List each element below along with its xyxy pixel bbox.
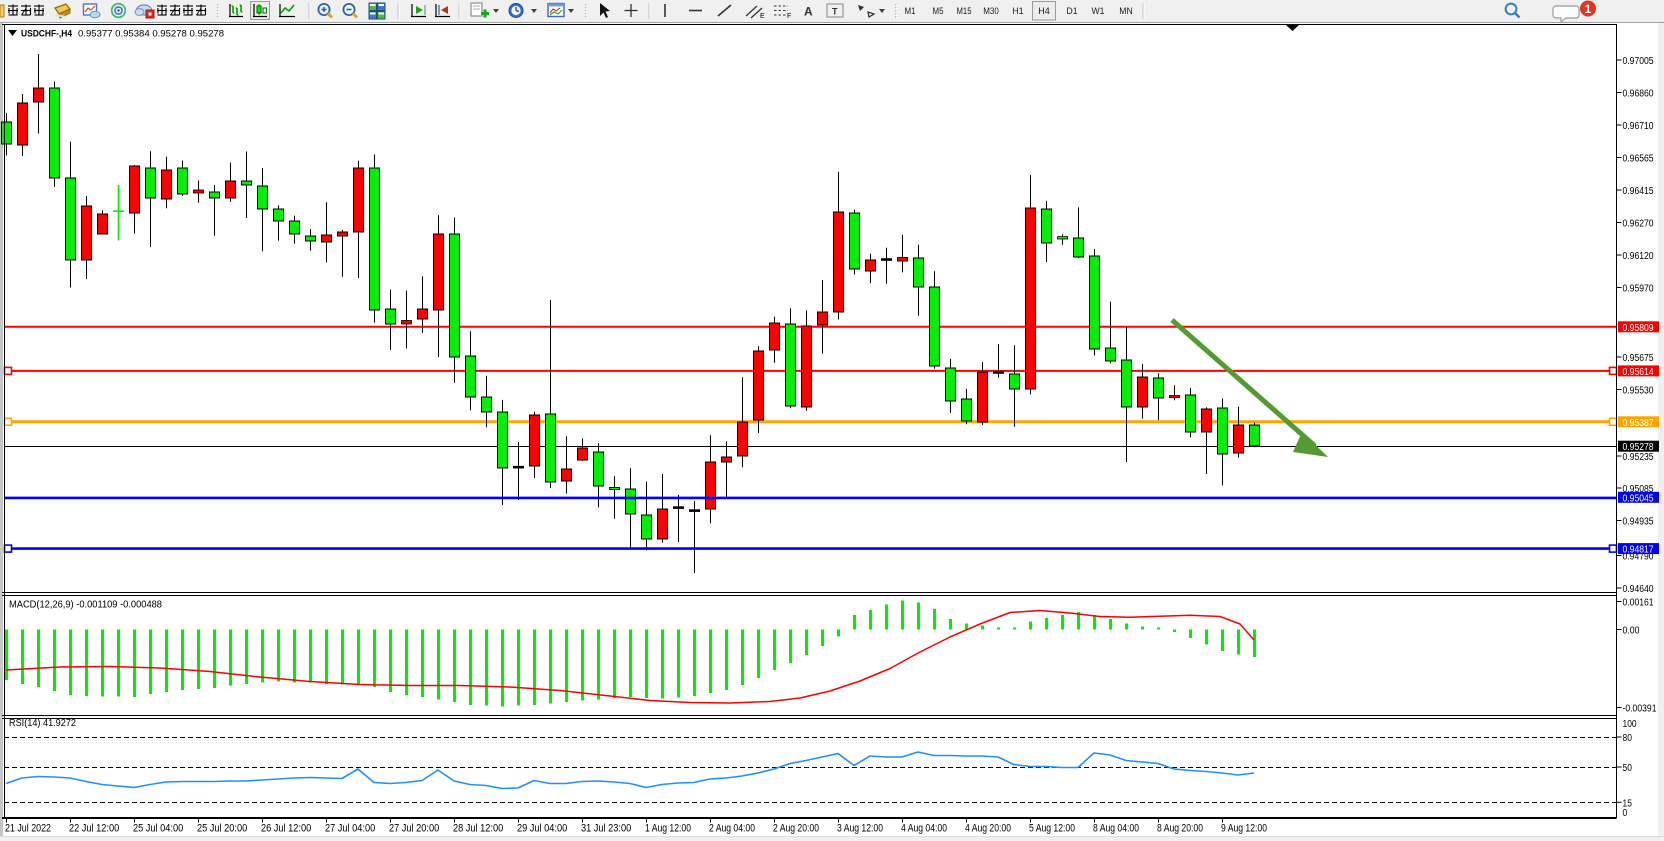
svg-text:0.95387: 0.95387	[1623, 418, 1654, 429]
svg-text:0.95970: 0.95970	[1623, 284, 1654, 295]
svg-text:0.96710: 0.96710	[1623, 121, 1654, 132]
svg-text:0: 0	[1623, 808, 1628, 819]
svg-text:0.96120: 0.96120	[1623, 251, 1654, 262]
svg-text:27 Jul 04:00: 27 Jul 04:00	[325, 823, 375, 835]
svg-text:M1: M1	[905, 6, 916, 17]
svg-text:3 Aug 12:00: 3 Aug 12:00	[837, 823, 883, 835]
svg-text:0.95085: 0.95085	[1623, 484, 1654, 495]
svg-text:USDCHF-,H4: USDCHF-,H4	[21, 29, 73, 40]
svg-text:5 Aug 12:00: 5 Aug 12:00	[1029, 823, 1075, 835]
svg-text:0.00: 0.00	[1623, 626, 1640, 637]
svg-text:29 Jul 04:00: 29 Jul 04:00	[517, 823, 567, 835]
svg-text:0.96860: 0.96860	[1623, 89, 1654, 100]
svg-text:21 Jul 2022: 21 Jul 2022	[5, 823, 51, 835]
svg-text:-0.00391: -0.00391	[1623, 704, 1657, 715]
svg-text:2 Aug 20:00: 2 Aug 20:00	[773, 823, 819, 835]
svg-text:M15: M15	[957, 6, 972, 17]
svg-text:T: T	[832, 7, 838, 17]
svg-text:25 Jul 04:00: 25 Jul 04:00	[133, 823, 183, 835]
svg-text:0.94935: 0.94935	[1623, 517, 1654, 528]
svg-text:0.95809: 0.95809	[1623, 323, 1654, 334]
svg-text:2 Aug 04:00: 2 Aug 04:00	[709, 823, 755, 835]
svg-text:F: F	[787, 13, 791, 20]
svg-text:26 Jul 12:00: 26 Jul 12:00	[261, 823, 311, 835]
svg-text:0.00161: 0.00161	[1623, 598, 1654, 609]
svg-text:0.95675: 0.95675	[1623, 353, 1654, 364]
svg-text:0.97005: 0.97005	[1623, 56, 1654, 67]
svg-text:0.95377 0.95384 0.95278 0.9527: 0.95377 0.95384 0.95278 0.95278	[78, 29, 224, 40]
svg-text:15: 15	[1623, 798, 1633, 809]
svg-text:4 Aug 04:00: 4 Aug 04:00	[901, 823, 947, 835]
svg-text:1: 1	[1585, 2, 1592, 16]
svg-text:H4: H4	[1038, 6, 1050, 17]
svg-text:M5: M5	[933, 6, 944, 17]
svg-text:27 Jul 20:00: 27 Jul 20:00	[389, 823, 439, 835]
svg-text:E: E	[760, 13, 765, 20]
svg-text:MACD(12,26,9) -0.001109 -0.000: MACD(12,26,9) -0.001109 -0.000488	[9, 600, 162, 611]
svg-text:H1: H1	[1013, 6, 1024, 17]
svg-text:4 Aug 20:00: 4 Aug 20:00	[965, 823, 1011, 835]
svg-text:31 Jul 23:00: 31 Jul 23:00	[581, 823, 631, 835]
svg-text:9 Aug 12:00: 9 Aug 12:00	[1221, 823, 1267, 835]
svg-text:0.95278: 0.95278	[1623, 442, 1654, 453]
svg-text:0.94640: 0.94640	[1623, 584, 1654, 595]
svg-text:50: 50	[1623, 763, 1633, 774]
svg-text:8 Aug 20:00: 8 Aug 20:00	[1157, 823, 1203, 835]
svg-text:22 Jul 12:00: 22 Jul 12:00	[69, 823, 119, 835]
svg-text:A: A	[804, 5, 813, 19]
svg-text:25 Jul 20:00: 25 Jul 20:00	[197, 823, 247, 835]
svg-text:RSI(14) 41.9272: RSI(14) 41.9272	[9, 718, 76, 729]
svg-text:28 Jul 12:00: 28 Jul 12:00	[453, 823, 503, 835]
svg-text:0.95614: 0.95614	[1623, 367, 1654, 378]
svg-text:100: 100	[1623, 719, 1637, 730]
svg-text:0.95235: 0.95235	[1623, 452, 1654, 463]
svg-text:0.95045: 0.95045	[1623, 493, 1654, 504]
svg-text:0.94817: 0.94817	[1623, 545, 1654, 556]
svg-text:W1: W1	[1092, 6, 1105, 17]
svg-text:0.94790: 0.94790	[1623, 552, 1654, 563]
svg-text:0.96270: 0.96270	[1623, 219, 1654, 230]
svg-text:D1: D1	[1067, 6, 1078, 17]
svg-text:MN: MN	[1119, 6, 1133, 17]
svg-text:M30: M30	[983, 6, 999, 17]
svg-text:0.96415: 0.96415	[1623, 186, 1654, 197]
svg-text:1 Aug 12:00: 1 Aug 12:00	[645, 823, 691, 835]
svg-text:0.96565: 0.96565	[1623, 154, 1654, 165]
svg-text:8 Aug 04:00: 8 Aug 04:00	[1093, 823, 1139, 835]
svg-text:0.95530: 0.95530	[1623, 386, 1654, 397]
svg-text:80: 80	[1623, 733, 1633, 744]
